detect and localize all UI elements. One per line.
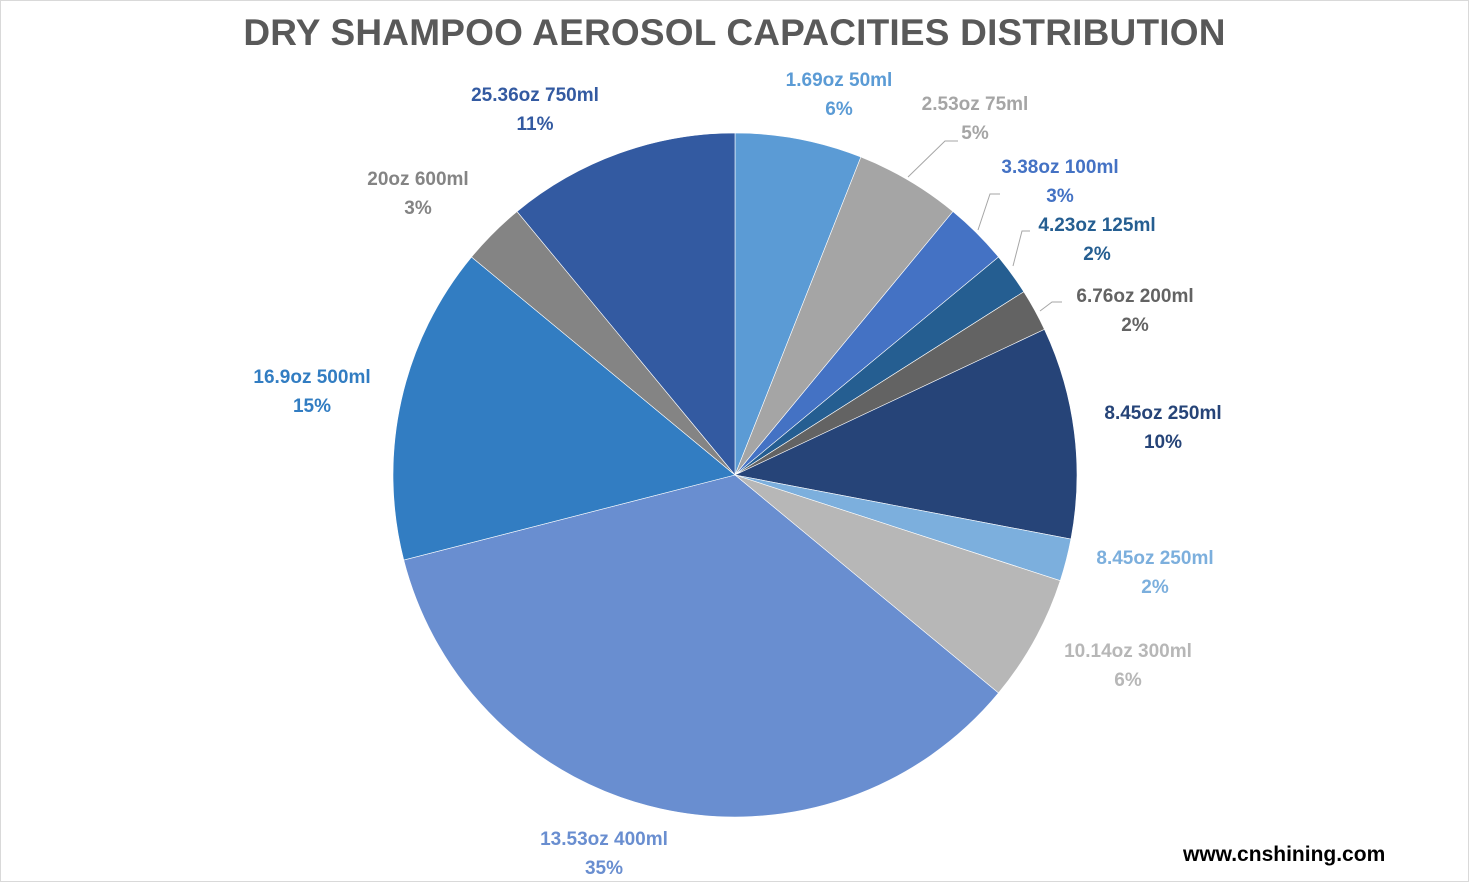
slice-label-2: 2.53oz 75ml [922,94,1029,115]
slice-label-3: 3.38oz 100ml [1001,157,1118,178]
slice-label-4: 4.23oz 125ml [1038,215,1155,236]
slice-label-8: 10.14oz 300ml [1064,641,1192,662]
leader-line-3 [977,193,1000,231]
slice-pct-11: 3% [404,198,432,219]
slice-label-5: 6.76oz 200ml [1076,286,1193,307]
slice-label-7: 8.45oz 250ml [1096,548,1213,569]
pie-slice-10 [392,256,736,561]
slice-pct-2: 5% [961,123,989,144]
pie-slice-9 [403,474,999,818]
pie-slice-12 [516,132,736,476]
slice-label-1: 1.69oz 50ml [786,70,893,91]
leader-lines [907,140,1062,312]
slice-pct-12: 11% [517,114,554,135]
chart-title: DRY SHAMPOO AEROSOL CAPACITIES DISTRIBUT… [243,12,1226,53]
pie-slices [392,132,1078,818]
slice-pct-8: 6% [1114,670,1142,691]
leader-line-5 [1039,301,1062,312]
slice-pct-5: 2% [1121,315,1149,336]
slice-label-9: 13.53oz 400ml [540,829,668,850]
website-watermark: www.cnshining.com [1183,843,1386,866]
pie-labels: 1.69oz 50ml 6% 2.53oz 75ml 5% 3.38oz 100ml 3%… [253,70,1221,879]
leader-line-4 [1012,230,1030,267]
slice-label-6: 8.45oz 250ml [1104,403,1221,424]
slice-pct-3: 3% [1046,186,1074,207]
pie-slice-6 [734,328,1078,540]
slice-label-11: 20oz 600ml [367,169,468,190]
slice-pct-4: 2% [1083,244,1111,265]
slice-pct-6: 10% [1144,432,1182,453]
slice-pct-9: 35% [585,858,623,879]
leader-line-2 [907,140,958,178]
pie-slice-8 [734,474,1061,694]
slice-pct-7: 2% [1141,577,1169,598]
slice-label-10: 16.9oz 500ml [253,367,370,388]
slice-pct-1: 6% [825,99,853,120]
slice-label-12: 25.36oz 750ml [471,85,599,106]
pie-slice-1 [734,132,862,476]
slice-pct-10: 15% [293,396,331,417]
